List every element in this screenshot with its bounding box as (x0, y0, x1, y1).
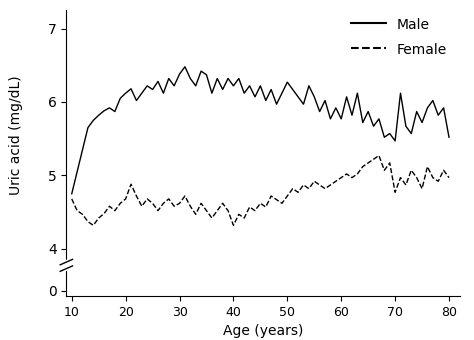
Line: Male: Male (72, 67, 449, 194)
Male (69, 192, 74, 196)
Female (376, 154, 382, 158)
Line: Female: Female (72, 156, 449, 225)
Female (80, 212, 85, 216)
Male (257, 84, 263, 88)
Male (446, 135, 452, 139)
Y-axis label: Uric acid (mg/dL): Uric acid (mg/dL) (9, 75, 23, 195)
Female (436, 179, 441, 183)
X-axis label: Age (years): Age (years) (223, 324, 303, 338)
Male (301, 102, 306, 106)
Female (301, 183, 306, 187)
Male (430, 99, 436, 103)
Female (128, 182, 134, 186)
Female (419, 187, 425, 191)
Male (182, 65, 188, 69)
Male (80, 148, 85, 152)
Female (257, 201, 263, 205)
Female (91, 223, 96, 227)
Female (69, 197, 74, 201)
Legend: Male, Female: Male, Female (346, 12, 453, 62)
Male (177, 72, 182, 76)
Female (446, 175, 452, 180)
Male (360, 120, 365, 124)
